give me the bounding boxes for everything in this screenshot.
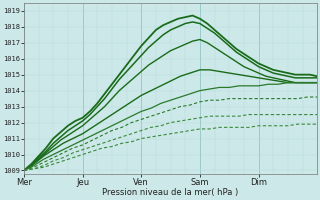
X-axis label: Pression niveau de la mer( hPa ): Pression niveau de la mer( hPa ) bbox=[102, 188, 239, 197]
